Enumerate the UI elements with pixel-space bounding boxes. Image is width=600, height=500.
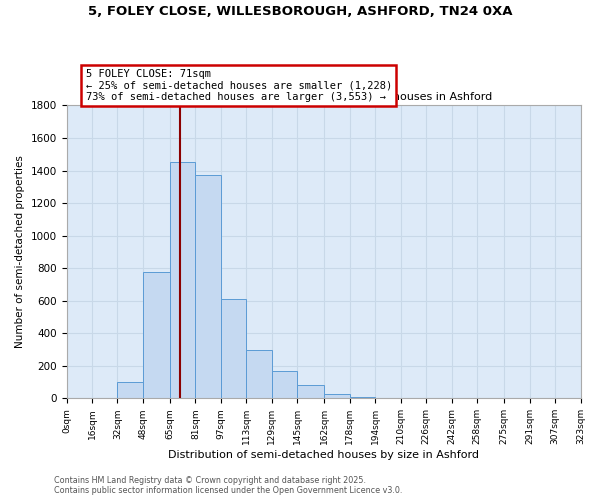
- Bar: [350, 396, 375, 398]
- Bar: [247, 350, 272, 399]
- Bar: [325, 394, 350, 398]
- X-axis label: Distribution of semi-detached houses by size in Ashford: Distribution of semi-detached houses by …: [168, 450, 479, 460]
- Text: 5, FOLEY CLOSE, WILLESBOROUGH, ASHFORD, TN24 0XA: 5, FOLEY CLOSE, WILLESBOROUGH, ASHFORD, …: [88, 5, 512, 18]
- Bar: [221, 299, 247, 398]
- Bar: [143, 272, 170, 398]
- Bar: [170, 162, 196, 398]
- Bar: [118, 382, 143, 398]
- Title: Size of property relative to semi-detached houses in Ashford: Size of property relative to semi-detach…: [154, 92, 493, 102]
- Bar: [196, 174, 221, 398]
- Text: 5 FOLEY CLOSE: 71sqm
← 25% of semi-detached houses are smaller (1,228)
73% of se: 5 FOLEY CLOSE: 71sqm ← 25% of semi-detac…: [86, 69, 392, 102]
- Bar: [272, 370, 297, 398]
- Text: Contains HM Land Registry data © Crown copyright and database right 2025.
Contai: Contains HM Land Registry data © Crown c…: [54, 476, 403, 495]
- Bar: [297, 384, 325, 398]
- Y-axis label: Number of semi-detached properties: Number of semi-detached properties: [15, 156, 25, 348]
